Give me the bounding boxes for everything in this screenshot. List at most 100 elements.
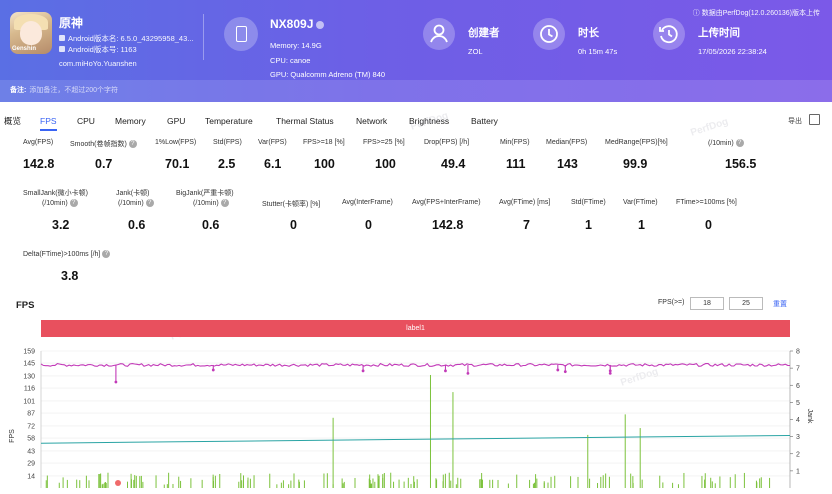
stat-value: 0 [705, 218, 712, 232]
duration-value: 0h 15m 47s [578, 47, 618, 56]
tab-network[interactable]: Network [356, 116, 388, 126]
tab-battery[interactable]: Battery [471, 116, 498, 126]
stat-label: FPS>=18 [%] [303, 139, 345, 146]
stat-label: Avg(FTime) [ms] [499, 199, 551, 206]
stat-label: Jank(卡顿) [116, 190, 150, 197]
y-tick-label: 130 [23, 373, 35, 380]
help-icon[interactable]: ? [102, 250, 111, 258]
tab-thermal-status[interactable]: Thermal Status [276, 116, 334, 126]
stat-value: 99.9 [623, 157, 648, 171]
stat-value: 100 [375, 157, 396, 171]
fps-threshold-low-input[interactable]: 18 [690, 297, 724, 310]
stat-value: 0.7 [95, 157, 113, 171]
stat-value: 6.1 [264, 157, 282, 171]
reset-button[interactable]: 重置 [773, 301, 787, 308]
export-icon[interactable] [809, 114, 820, 125]
stat-label: Drop(FPS) [/h] [424, 139, 470, 146]
remark-input[interactable]: 添加备注，不超过200个字符 [29, 87, 119, 94]
stat-label: FPS>=25 [%] [363, 139, 405, 146]
device-memory: Memory: 14.9G [270, 41, 322, 50]
stat-value: 49.4 [441, 157, 466, 171]
stat-value: 143 [557, 157, 578, 171]
stat-label: Min(FPS) [500, 139, 530, 146]
y-tick-label: 116 [24, 386, 35, 393]
stat-label: (/10min)? [193, 199, 229, 207]
app-icon: Genshin [10, 12, 52, 54]
creator-value: ZOL [468, 47, 483, 56]
y-tick-label: 29 [27, 461, 35, 468]
fps-dip-point [361, 369, 365, 373]
stat-label: 1%Low(FPS) [155, 139, 197, 146]
help-icon[interactable]: ? [69, 199, 78, 207]
y-tick-label: 145 [23, 361, 35, 368]
stat-value: 3.8 [61, 269, 79, 283]
stat-label: BigJank(严重卡顿) [176, 190, 234, 197]
label-band[interactable]: label1 [41, 320, 790, 337]
tab-cpu[interactable]: CPU [77, 116, 95, 126]
tab-memory[interactable]: Memory [115, 116, 146, 126]
app-name: 原神 [59, 16, 84, 30]
tab-temperature[interactable]: Temperature [205, 116, 253, 126]
android-icon [59, 46, 65, 52]
stat-label: Var(FTime) [623, 199, 658, 206]
y-tick-label: 159 [23, 349, 35, 356]
uploader-note: ⓘ 数据由PerfDog(12.0.260136)版本上传 [692, 10, 820, 17]
stat-value: 156.5 [725, 157, 757, 171]
device-model: NX809J [270, 17, 325, 31]
y2-tick-label: 2 [796, 451, 800, 458]
y-tick-label: 58 [27, 436, 35, 443]
y2-tick-label: 3 [796, 434, 800, 441]
stat-label: (/10min)? [708, 139, 744, 147]
user-icon [423, 18, 455, 50]
trend-line [40, 434, 791, 444]
tab-overview[interactable]: 概览 [4, 116, 22, 126]
remark-bar[interactable]: 备注: 添加备注，不超过200个字符 [0, 80, 832, 102]
stat-label: Median(FPS) [546, 139, 588, 146]
y-tick-label: 101 [23, 398, 35, 405]
info-icon[interactable] [316, 20, 325, 29]
y2-tick-label: 6 [796, 383, 800, 390]
clock-icon [533, 18, 565, 50]
fps-threshold-high-input[interactable]: 25 [729, 297, 763, 310]
stat-label: Var(FPS) [258, 139, 287, 146]
stat-label: Std(FTime) [571, 199, 606, 206]
stat-value: 142.8 [432, 218, 464, 232]
phone-icon [224, 17, 258, 51]
android-version-code: Android版本号: 1163 [59, 44, 137, 55]
stat-value: 111 [506, 157, 526, 171]
stat-value: 7 [523, 218, 530, 232]
fps-dip-point [466, 372, 470, 375]
stat-label: SmallJank(微小卡顿) [23, 190, 88, 197]
tab-brightness[interactable]: Brightness [409, 116, 450, 126]
help-icon[interactable]: ? [128, 140, 137, 149]
stat-label: Avg(InterFrame) [342, 199, 393, 206]
stat-label: MedRange(FPS)[%] [605, 139, 668, 146]
stat-label: Avg(FPS) [23, 139, 54, 146]
upload-title: 上传时间 [698, 27, 740, 39]
stat-value: 0 [290, 218, 297, 232]
help-icon[interactable]: ? [735, 139, 744, 147]
help-icon[interactable]: ? [145, 199, 154, 207]
fps-dip-point [114, 380, 118, 384]
fps-dip-point [444, 369, 447, 373]
marker-point[interactable] [115, 480, 121, 486]
export-button[interactable]: 导出 [788, 118, 802, 125]
device-gpu: GPU: Qualcomm Adreno (TM) 840 [270, 70, 386, 79]
tab-fps[interactable]: FPS [40, 109, 57, 133]
tab-gpu[interactable]: GPU [167, 116, 186, 126]
y2-tick-label: 4 [796, 417, 800, 424]
y-tick-label: 43 [27, 448, 35, 455]
stat-value: 100 [314, 157, 335, 171]
stat-value: 0 [365, 218, 372, 232]
report-header: Genshin 原神 Android版本名: 6.5.0_43295958_43… [0, 0, 832, 102]
y-tick-label: 14 [27, 473, 35, 480]
fps-dip-point [563, 370, 567, 374]
stat-value: 2.5 [218, 157, 236, 171]
upload-value: 17/05/2026 22:38:24 [698, 47, 767, 56]
stat-label: Avg(FPS+InterFrame) [412, 199, 481, 206]
y2-tick-label: 1 [796, 468, 800, 475]
fps-series-line [40, 362, 791, 367]
help-icon[interactable]: ? [220, 199, 229, 207]
stat-label: FTime>=100ms [%] [676, 199, 737, 206]
